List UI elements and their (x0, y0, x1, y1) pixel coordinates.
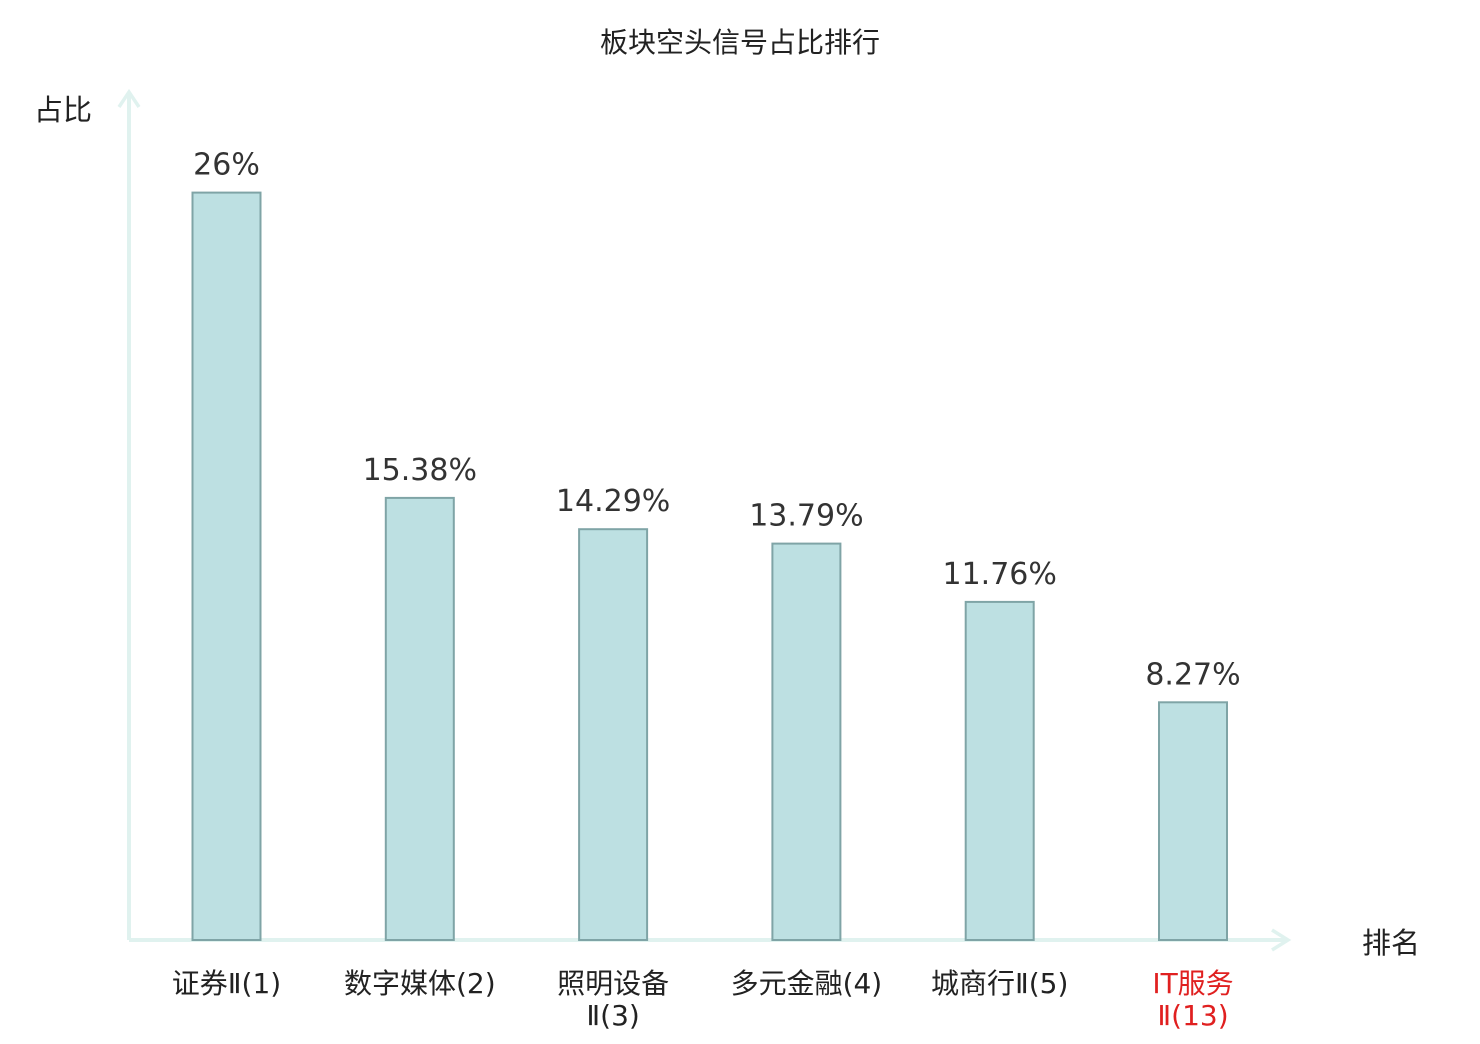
x-axis-arrow (1271, 928, 1292, 952)
x-tick-label: 照明设备 (557, 967, 669, 1000)
x-tick-label: Ⅱ(3) (586, 999, 639, 1032)
chart-title: 板块空头信号占比排行 (600, 26, 880, 59)
x-axis-label: 排名 (1362, 926, 1420, 960)
bar (1158, 701, 1228, 941)
x-tick-label: Ⅱ(13) (1157, 999, 1228, 1032)
bar (771, 542, 842, 941)
x-tick-label: 数字媒体(2) (344, 967, 496, 1000)
bar-value-label: 14.29% (556, 484, 670, 519)
y-axis-arrow (117, 88, 141, 108)
bar (191, 191, 262, 942)
bars (191, 191, 1228, 942)
x-tick-label: 证券Ⅱ(1) (172, 967, 281, 1000)
value-labels: 26% 15.38% 14.29% 13.79% 11.76% 8.27% (193, 148, 1241, 693)
x-tick-label: IT服务 (1152, 967, 1233, 1000)
axes (117, 88, 1292, 952)
bar-value-label: 26% (193, 148, 260, 183)
bar (578, 528, 649, 941)
y-axis-label: 占比 (34, 93, 92, 127)
bar-value-label: 11.76% (943, 557, 1057, 592)
bar (384, 496, 455, 941)
x-tick-label: 城商行Ⅱ(5) (931, 967, 1068, 1000)
x-tick-label: 多元金融(4) (731, 967, 883, 1000)
bar-value-label: 8.27% (1145, 657, 1240, 692)
bar-value-label: 15.38% (363, 453, 477, 488)
bar (964, 600, 1035, 942)
bar-value-label: 13.79% (749, 499, 863, 534)
